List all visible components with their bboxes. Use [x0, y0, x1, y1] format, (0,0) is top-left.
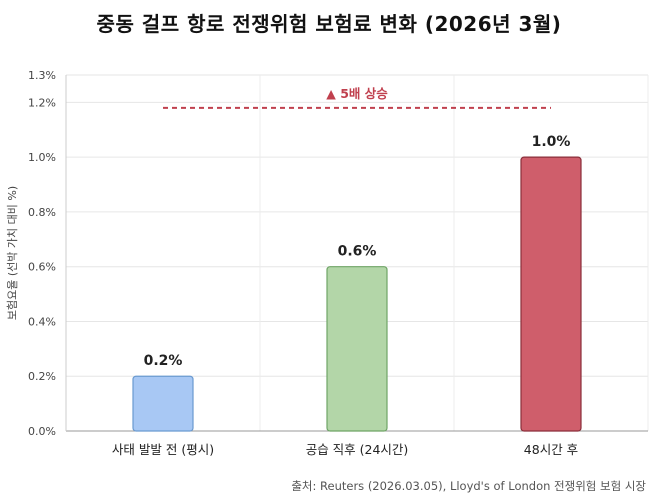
- bar: [326, 266, 388, 432]
- bar: [132, 375, 194, 432]
- data-label: 1.0%: [532, 134, 571, 150]
- data-labels: 0.2% 0.6% 1.0%: [144, 134, 571, 369]
- y-tick-label: 0.6%: [28, 261, 56, 274]
- y-tick-label: 0.0%: [28, 425, 56, 438]
- y-tick-label: 0.4%: [28, 315, 56, 328]
- y-tick-label: 1.2%: [28, 96, 56, 109]
- data-label: 0.6%: [338, 244, 377, 260]
- y-tick-label: 0.8%: [28, 206, 56, 219]
- bars: [132, 156, 582, 432]
- data-label: 0.2%: [144, 353, 183, 369]
- bar: [520, 156, 582, 432]
- chart-title: 중동 걸프 항로 전쟁위험 보험료 변화 (2026년 3월): [96, 12, 562, 36]
- annotation-text: ▲ 5배 상승: [326, 86, 388, 101]
- y-tick-label: 1.3%: [28, 69, 56, 82]
- annotation: ▲ 5배 상승: [163, 86, 551, 109]
- x-tick-label: 48시간 후: [524, 442, 578, 457]
- x-tick-label: 공습 직후 (24시간): [306, 442, 409, 457]
- source-note: 출처: Reuters (2026.03.05), Lloyd's of Lon…: [291, 479, 646, 493]
- y-tick-label: 1.0%: [28, 151, 56, 164]
- y-axis-label: 보험요율 (선박 가치 대비 %): [6, 186, 19, 320]
- y-tick-label: 0.2%: [28, 370, 56, 383]
- x-tick-label: 사태 발발 전 (평시): [112, 442, 214, 457]
